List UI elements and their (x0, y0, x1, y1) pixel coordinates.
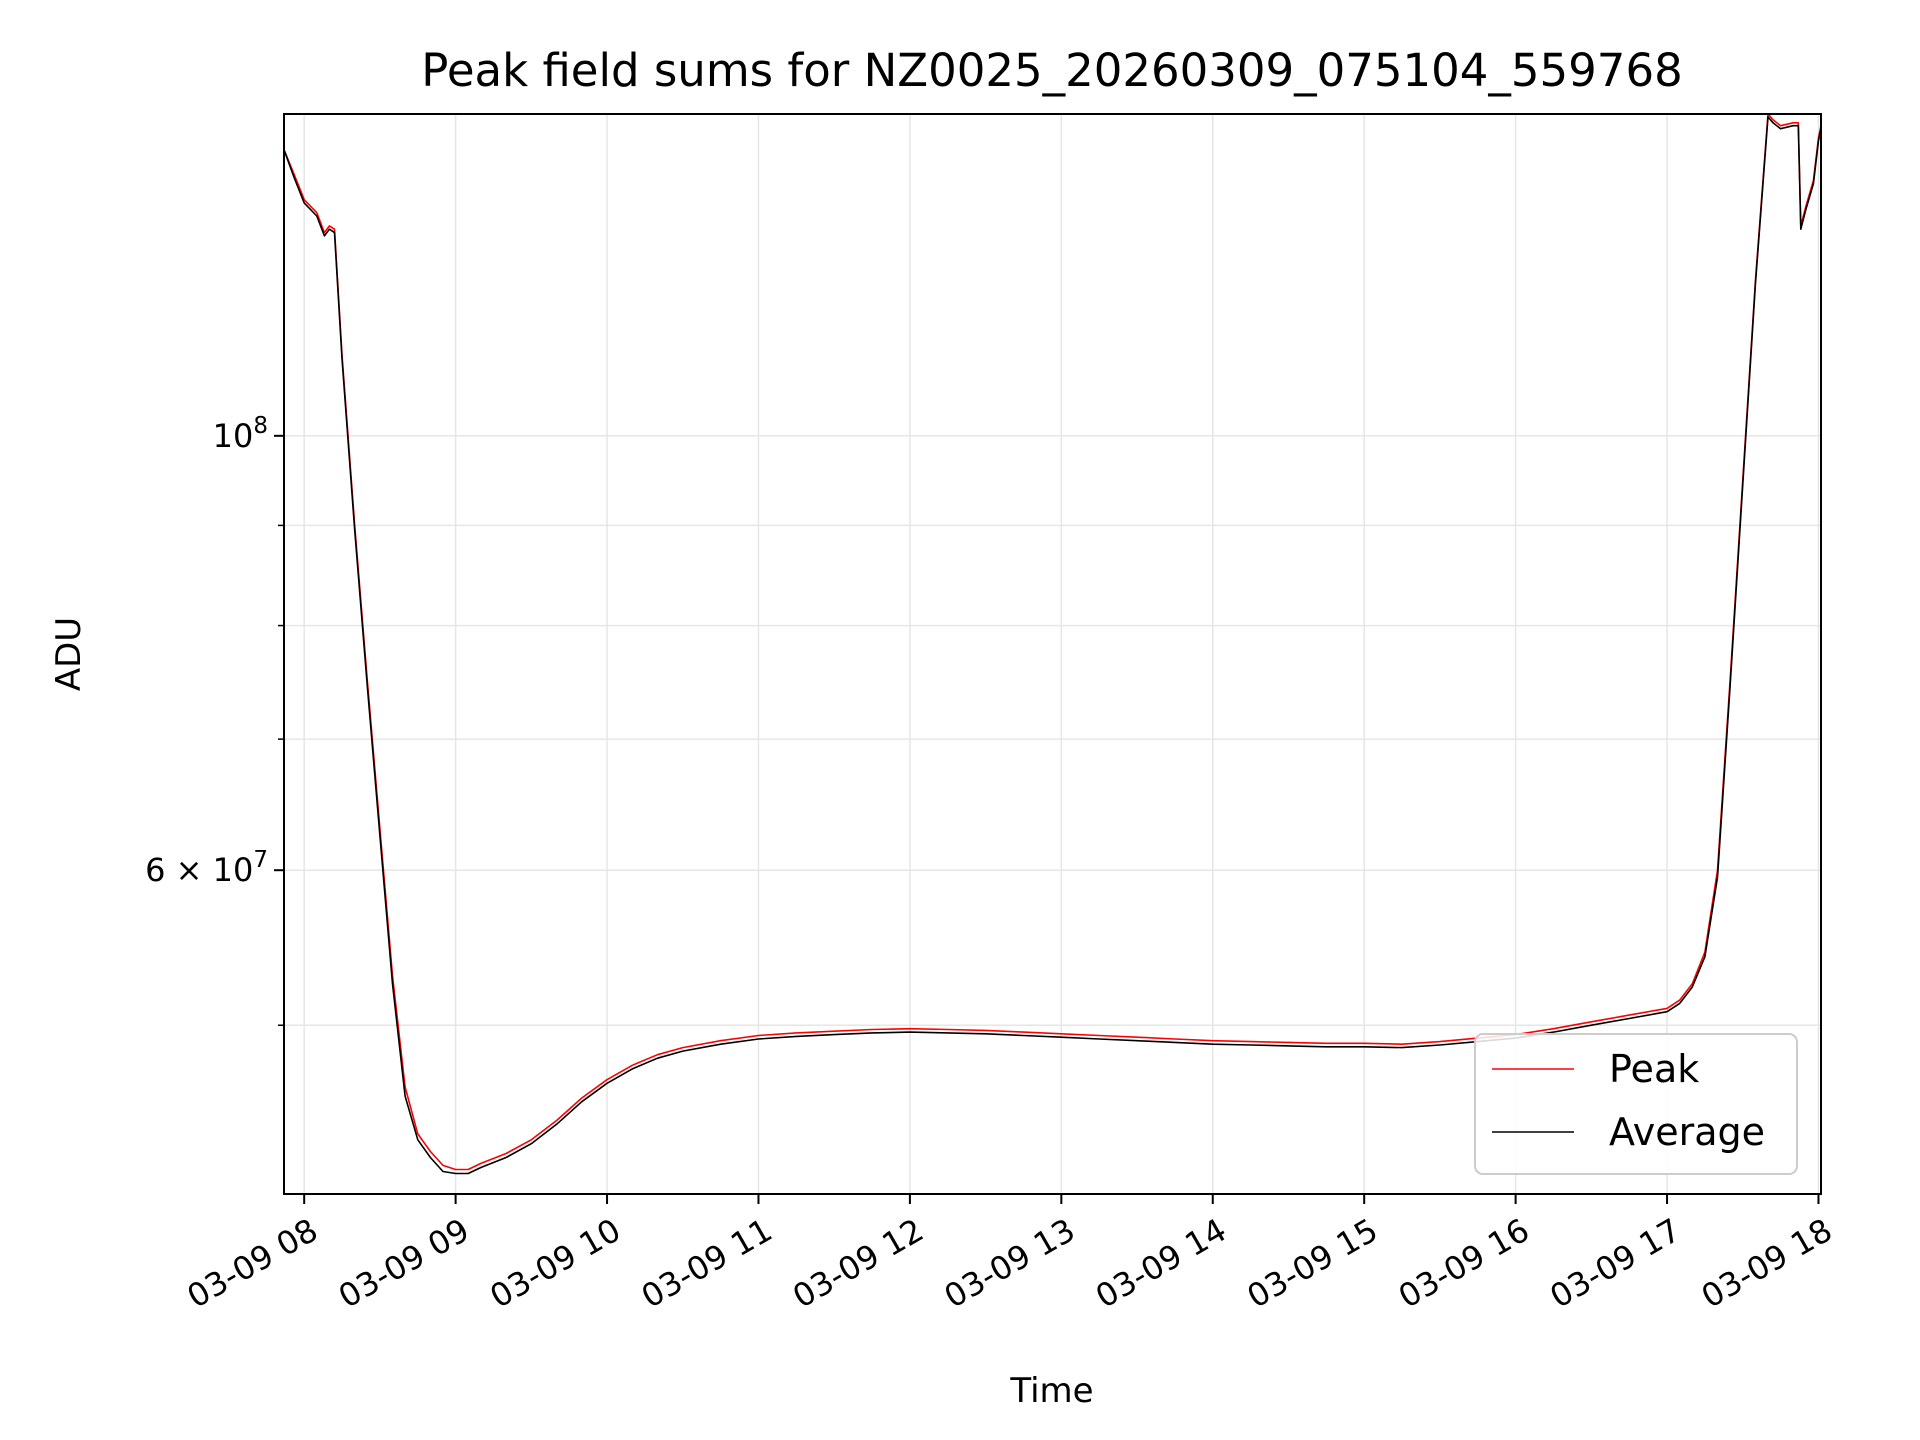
series-line-average (283, 116, 1822, 1175)
legend-average-label: Average (1609, 1110, 1765, 1154)
legend-peak-label: Peak (1609, 1047, 1699, 1091)
y-tick-label: 6 × 107 (145, 847, 268, 889)
chart-title: Peak field sums for NZ0025_20260309_0751… (421, 44, 1682, 97)
grid (284, 114, 1821, 1194)
y-axis-label: ADU (49, 617, 89, 691)
legend: Peak Average (1474, 1033, 1798, 1175)
plot-lines (283, 113, 1822, 1175)
plot-frame (283, 113, 1822, 1195)
x-axis-label: Time (1009, 1371, 1093, 1411)
y-tick-label: 108 (213, 413, 268, 455)
